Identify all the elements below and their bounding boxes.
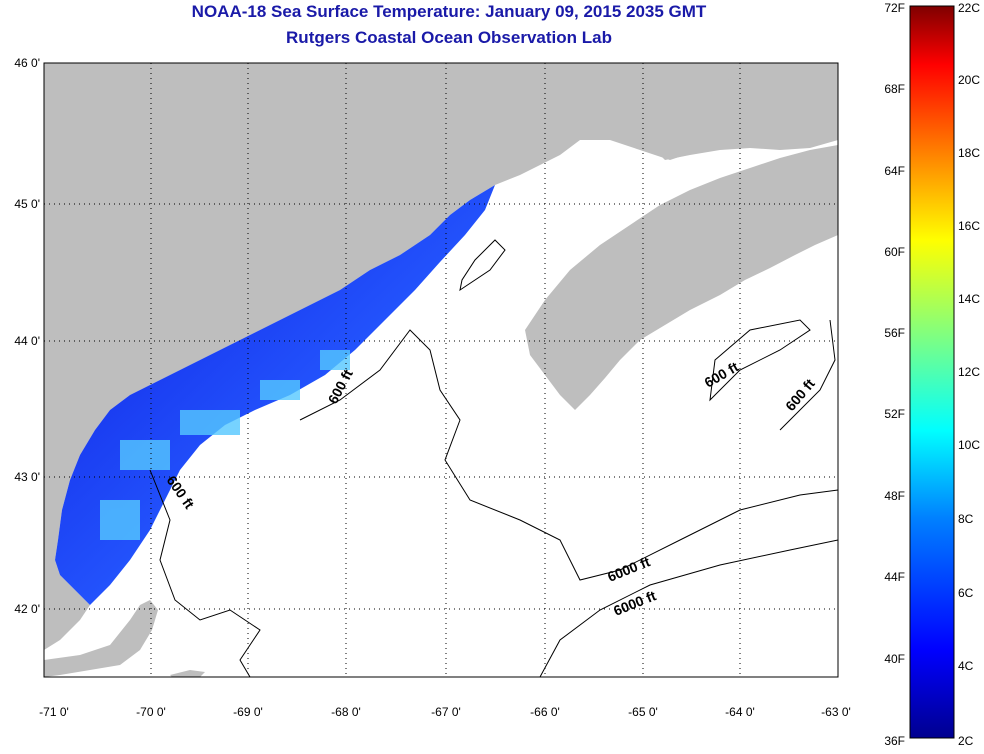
bathymetry-contours (149, 239, 838, 677)
colorbar-f-56: 56F (884, 326, 905, 340)
colorbar-f-labels: 72F 68F 64F 60F 56F 52F 48F 44F 40F 36F (884, 1, 905, 748)
colorbar-f-64: 64F (884, 164, 905, 178)
mainland-land (44, 63, 838, 650)
colorbar-c-22: 22C (958, 1, 980, 15)
map-subtitle: Rutgers Coastal Ocean Observation Lab (286, 28, 612, 47)
colorbar-f-48: 48F (884, 489, 905, 503)
lon-label-63: -63 0' (821, 705, 851, 719)
colorbar-c-8: 8C (958, 512, 974, 526)
island-land (170, 670, 205, 677)
colorbar-f-68: 68F (884, 82, 905, 96)
colorbar-f-60: 60F (884, 245, 905, 259)
lat-label-43: 43 0' (14, 470, 40, 484)
colorbar-f-52: 52F (884, 407, 905, 421)
lon-label-64: -64 0' (725, 705, 755, 719)
lon-label-67: -67 0' (431, 705, 461, 719)
lon-label-66: -66 0' (530, 705, 560, 719)
lat-label-42: 42 0' (14, 602, 40, 616)
colorbar-c-14: 14C (958, 292, 980, 306)
lon-label-71: -71 0' (39, 705, 69, 719)
colorbar-c-12: 12C (958, 365, 980, 379)
sst-speckle (100, 350, 350, 540)
colorbar-c-16: 16C (958, 219, 980, 233)
colorbar-c-2: 2C (958, 734, 974, 748)
lat-label-44: 44 0' (14, 334, 40, 348)
cape-breton-land (650, 70, 838, 160)
lon-label-68: -68 0' (331, 705, 361, 719)
colorbar-f-44: 44F (884, 570, 905, 584)
colorbar-f-36: 36F (884, 734, 905, 748)
colorbar (909, 5, 955, 739)
lon-label-69: -69 0' (233, 705, 263, 719)
nova-scotia-land (525, 145, 838, 410)
map-title: NOAA-18 Sea Surface Temperature: January… (191, 2, 707, 21)
colorbar-c-10: 10C (958, 438, 980, 452)
lon-label-70: -70 0' (136, 705, 166, 719)
lat-label-46: 46 0' (14, 56, 40, 70)
colorbar-c-6: 6C (958, 586, 974, 600)
map-frame (43, 62, 839, 678)
cape-cod-land (44, 600, 158, 677)
map-plot-area: 600 ft 600 ft 600 ft 600 ft 6000 ft 6000… (44, 63, 838, 677)
colorbar-c-20: 20C (958, 73, 980, 87)
colorbar-c-4: 4C (958, 659, 974, 673)
colorbar-f-72: 72F (884, 1, 905, 15)
colorbar-f-40: 40F (884, 652, 905, 666)
colorbar-c-18: 18C (958, 146, 980, 160)
lon-label-65: -65 0' (628, 705, 658, 719)
lat-label-45: 45 0' (14, 197, 40, 211)
colorbar-c-labels: 22C 20C 18C 16C 14C 12C 10C 8C 6C 4C 2C (958, 1, 980, 748)
